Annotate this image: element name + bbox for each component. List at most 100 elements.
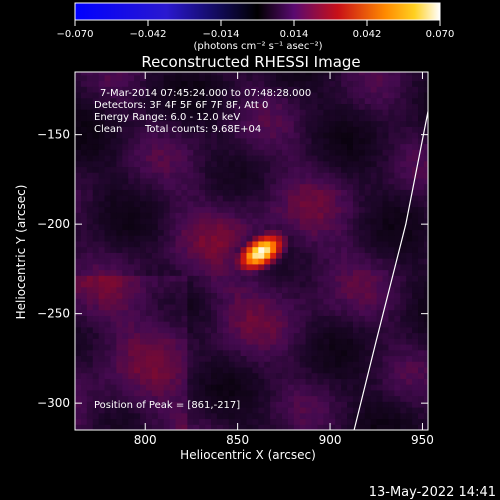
heatmap-pixel <box>175 172 182 179</box>
heatmap-pixel <box>270 74 277 82</box>
heatmap-pixel <box>423 298 428 305</box>
heatmap-pixel <box>92 303 100 311</box>
heatmap-pixel <box>276 258 283 265</box>
heatmap-pixel <box>128 281 135 288</box>
heatmap-pixel <box>199 97 206 105</box>
heatmap-pixel <box>394 349 401 357</box>
heatmap-pixel <box>299 212 307 219</box>
heatmap-pixel <box>400 349 407 357</box>
heatmap-pixel <box>281 126 289 133</box>
heatmap-pixel <box>145 246 153 253</box>
heatmap-pixel <box>163 80 171 87</box>
heatmap-pixel <box>145 74 153 82</box>
heatmap-pixel <box>299 240 307 248</box>
heatmap-pixel <box>216 172 224 179</box>
heatmap-pixel <box>329 143 336 150</box>
heatmap-pixel <box>86 189 94 196</box>
heatmap-pixel <box>80 183 88 190</box>
heatmap-pixel <box>311 372 318 379</box>
heatmap-pixel <box>305 372 313 379</box>
heatmap-pixel <box>86 195 94 202</box>
heatmap-pixel <box>181 200 188 208</box>
heatmap-pixel <box>281 206 289 213</box>
heatmap-pixel <box>211 200 218 208</box>
heatmap-pixel <box>264 286 271 294</box>
heatmap-pixel <box>122 258 129 265</box>
heatmap-pixel <box>175 155 182 162</box>
heatmap-pixel <box>347 378 354 385</box>
heatmap-pixel <box>388 355 395 362</box>
heatmap-pixel <box>140 292 147 299</box>
heatmap-pixel <box>199 120 206 127</box>
heatmap-pixel <box>140 378 147 385</box>
heatmap-pixel <box>199 424 206 430</box>
heatmap-pixel <box>305 315 313 322</box>
heatmap-pixel <box>317 206 324 213</box>
heatmap-pixel <box>406 212 413 219</box>
heatmap-pixel <box>104 401 111 408</box>
heatmap-pixel <box>388 424 395 430</box>
heatmap-pixel <box>145 86 153 93</box>
heatmap-pixel <box>311 338 318 345</box>
heatmap-pixel <box>86 183 94 190</box>
heatmap-pixel <box>134 155 141 162</box>
heatmap-pixel <box>246 177 253 185</box>
heatmap-pixel <box>216 177 224 185</box>
heatmap-pixel <box>270 366 277 374</box>
heatmap-pixel <box>151 286 159 294</box>
heatmap-pixel <box>134 355 141 362</box>
heatmap-pixel <box>335 240 342 248</box>
heatmap-pixel <box>400 177 407 185</box>
heatmap-pixel <box>92 286 100 294</box>
heatmap-pixel <box>145 137 153 145</box>
heatmap-pixel <box>140 298 147 305</box>
heatmap-pixel <box>98 366 106 374</box>
heatmap-pixel <box>423 72 428 76</box>
heatmap-pixel <box>358 303 366 311</box>
heatmap-pixel <box>175 183 182 190</box>
heatmap-pixel <box>128 321 135 328</box>
heatmap-pixel <box>400 332 407 339</box>
heatmap-pixel <box>418 183 425 190</box>
heatmap-pixel <box>169 407 177 414</box>
heatmap-pixel <box>246 80 253 87</box>
heatmap-pixel <box>151 395 159 402</box>
heatmap-pixel <box>311 240 318 248</box>
heatmap-pixel <box>341 321 348 328</box>
heatmap-pixel <box>211 166 218 173</box>
heatmap-pixel <box>181 212 188 219</box>
heatmap-pixel <box>169 292 177 299</box>
heatmap-pixel <box>406 235 413 242</box>
heatmap-pixel <box>341 263 348 271</box>
heatmap-pixel <box>86 97 94 105</box>
heatmap-pixel <box>388 407 395 414</box>
heatmap-pixel <box>116 74 123 82</box>
heatmap-pixel <box>376 378 384 385</box>
heatmap-pixel <box>75 172 82 179</box>
heatmap-pixel <box>299 109 307 116</box>
heatmap-pixel <box>299 303 307 311</box>
heatmap-pixel <box>311 326 318 334</box>
heatmap-pixel <box>394 155 401 162</box>
heatmap-pixel <box>258 252 265 259</box>
heatmap-pixel <box>264 252 271 259</box>
heatmap-pixel <box>134 177 141 185</box>
heatmap-pixel <box>293 309 301 316</box>
heatmap-pixel <box>86 80 94 87</box>
heatmap-pixel <box>358 149 366 156</box>
heatmap-pixel <box>134 86 141 93</box>
heatmap-pixel <box>335 384 342 391</box>
heatmap-pixel <box>388 326 395 334</box>
heatmap-pixel <box>264 114 271 122</box>
heatmap-pixel <box>163 258 171 265</box>
heatmap-pixel <box>305 166 313 173</box>
heatmap-pixel <box>287 407 295 414</box>
heatmap-pixel <box>305 286 313 294</box>
heatmap-pixel <box>299 378 307 385</box>
heatmap-pixel <box>140 412 147 420</box>
heatmap-pixel <box>228 344 236 351</box>
heatmap-pixel <box>240 275 248 282</box>
heatmap-pixel <box>246 86 253 93</box>
heatmap-pixel <box>317 172 324 179</box>
heatmap-pixel <box>80 269 88 276</box>
